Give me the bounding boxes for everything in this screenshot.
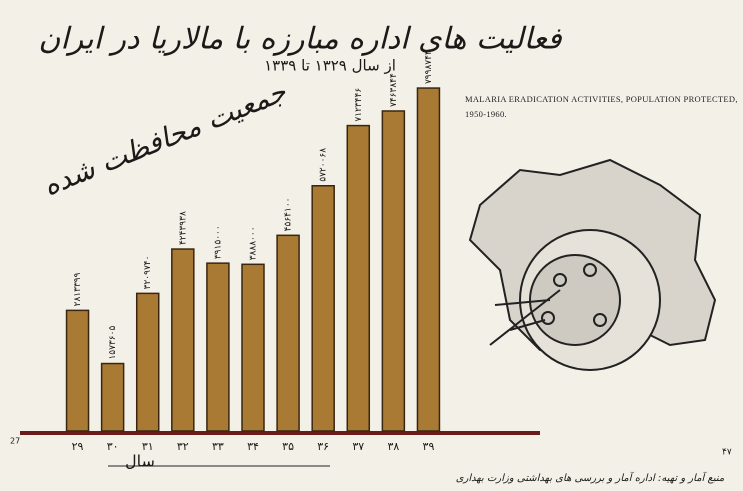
bar	[346, 124, 371, 432]
source-note: منبع آمار و تهیه: اداره آمار و بررسی های…	[456, 471, 725, 484]
page-number: ۴۷	[722, 448, 732, 458]
bar	[100, 362, 125, 432]
x-tick-label: ۳۶	[317, 440, 329, 453]
value-label: ۱۵۷۳۶۰۵	[108, 326, 118, 360]
bar	[65, 309, 90, 432]
x-tick-label: ۳۰	[107, 440, 119, 453]
bar	[416, 87, 441, 432]
chart-subtitle: از سال ۱۳۲۹ تا ۱۳۳۹	[264, 57, 396, 75]
x-tick-label: ۳۷	[352, 440, 364, 453]
bar	[276, 234, 300, 432]
value-label: ۲۸۱۳۳۹۹	[73, 272, 83, 306]
x-tick-label: ۳۲	[177, 440, 189, 453]
bar	[381, 110, 406, 432]
x-tick-label: ۳۱	[142, 440, 154, 453]
bar	[311, 185, 335, 432]
chart-title: فعالیت های اداره مبارزه با مالاریا در ای…	[38, 22, 562, 57]
value-label: ۵۷۲۰۰۶۸	[319, 148, 329, 182]
value-label: ۴۵۶۴۱۰۰	[284, 197, 294, 231]
value-label: ۳۸۸۸۰۰۰	[249, 226, 259, 260]
illustration	[468, 158, 717, 371]
value-label: ۷۴۶۳۸۴۴	[389, 73, 399, 107]
value-label: ۷۱۲۳۴۴۶	[354, 88, 364, 122]
caption-box: MALARIA ERADICATION ACTIVITIES, POPULATI…	[465, 94, 738, 119]
x-tick-label: ۳۹	[423, 440, 435, 453]
page-number: 27	[10, 437, 20, 446]
value-label: ۳۹۱۵۰۰۰	[213, 225, 223, 259]
x-tick-label: ۳۳	[212, 440, 224, 453]
value-label: ۳۲۰۹۷۴۰	[143, 256, 153, 290]
x-tick-label: ۳۴	[247, 440, 259, 453]
x-tick-label: ۲۹	[72, 440, 84, 453]
value-label: ۴۲۴۳۹۳۸	[178, 211, 188, 245]
x-axis-label: سال	[125, 452, 155, 471]
x-tick-label: ۳۸	[387, 440, 399, 453]
bar	[135, 292, 160, 432]
bar	[241, 263, 265, 432]
value-label: ۷۹۹۸۷۴۴	[424, 50, 434, 84]
caption: MALARIA ERADICATION ACTIVITIES, POPULATI…	[465, 94, 738, 119]
bar	[171, 248, 195, 432]
bar	[206, 262, 230, 432]
x-tick-label: ۳۵	[282, 440, 294, 453]
